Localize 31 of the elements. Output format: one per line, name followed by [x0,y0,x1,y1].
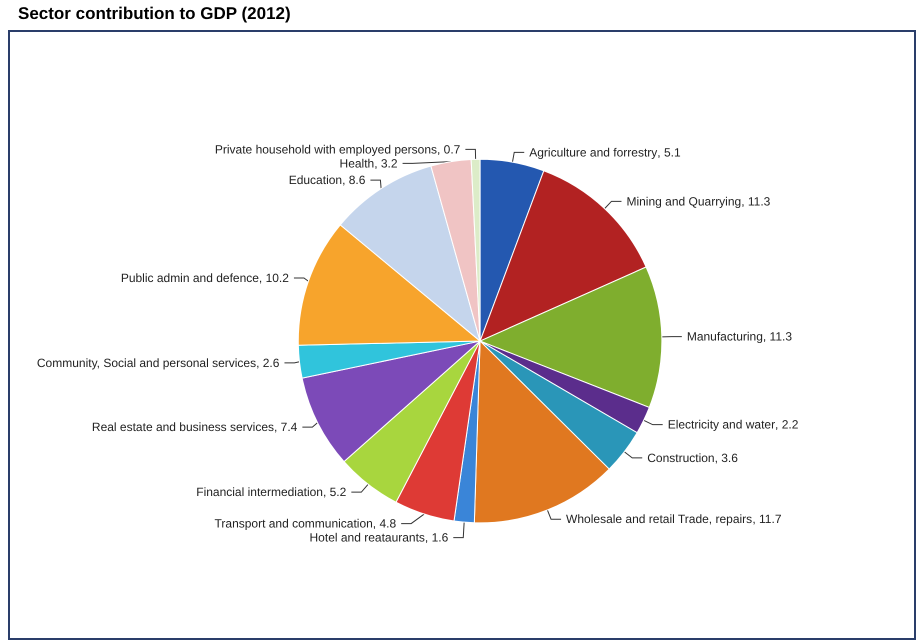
data-label: , 4.8 [372,516,396,531]
data-label: , 1.6 [424,530,449,545]
slice-label: Community, Social and personal services [36,356,256,370]
slice-label: Electricity and water [668,418,776,432]
data-label: , 0.7 [437,142,461,156]
slice-label: Public admin and defence [120,270,260,285]
data-label: , 5.2 [322,485,347,500]
slice-label: Real estate and business services [92,420,274,434]
data-label: , 2.6 [256,356,280,370]
data-label: , 3.6 [714,450,738,465]
slice-label: Agriculture and forrestry [529,145,658,160]
slice-label: Wholesale and retail Trade, repairs [566,512,752,526]
slice-label: Health [340,156,374,170]
slice-label: Hotel and reataurants [310,530,425,545]
data-label: , 5.1 [657,145,681,160]
data-label: , 10.2 [258,270,290,285]
data-label: , 3.2 [374,156,398,170]
chart-title: Sector contribution to GDP (2012) [18,4,291,24]
slice-label: Transport and communication [214,516,373,531]
data-label: , 11.7 [752,512,782,526]
data-label: , 8.6 [342,173,366,188]
slice-label: Private household with employed persons [214,142,438,156]
slice-label: Financial intermediation [196,485,323,500]
slice-label: Construction [647,450,715,465]
data-label: , 11.3 [762,330,792,344]
data-label: , 7.4 [274,420,298,434]
slice-label: Manufacturing [686,330,763,344]
slice-label: Education [288,173,342,188]
data-label: , 2.2 [775,418,799,432]
slice-label: Mining and Quarrying [626,194,742,208]
data-label: , 11.3 [741,194,771,208]
